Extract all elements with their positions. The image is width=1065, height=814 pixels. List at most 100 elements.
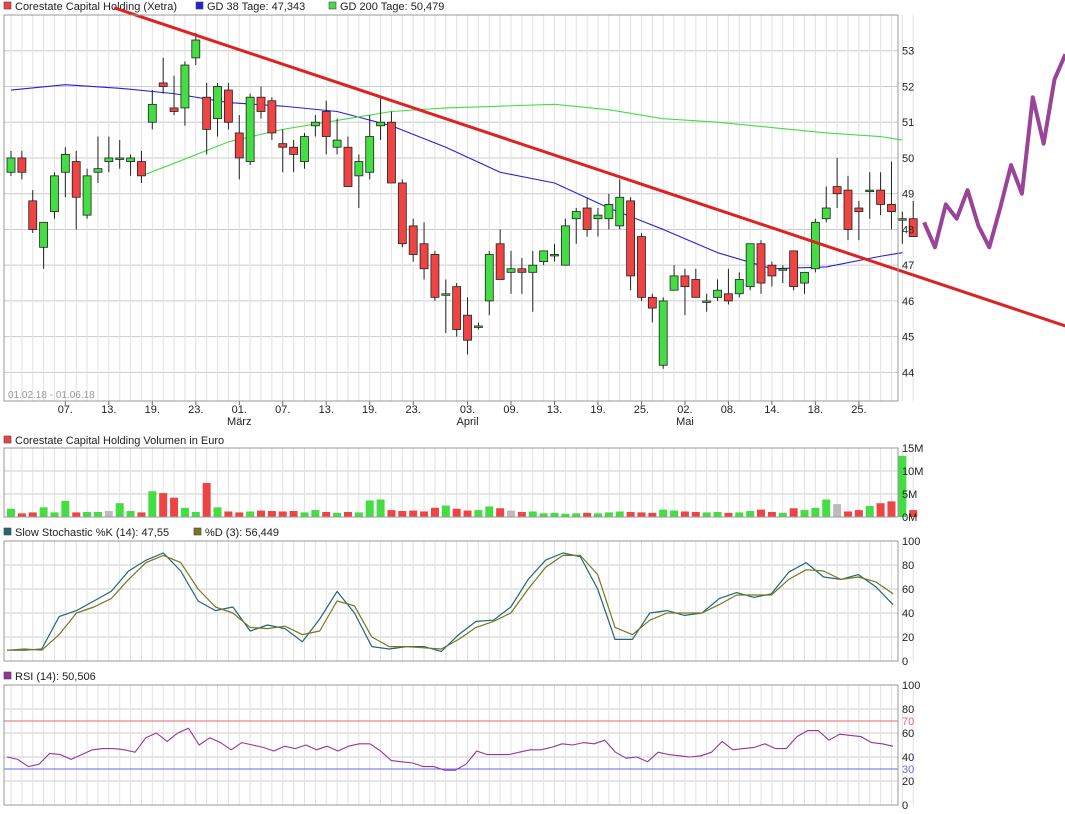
gd200-legend-swatch: [328, 1, 337, 10]
stoch-d-line: [6, 554, 894, 651]
candle-body: [658, 300, 668, 366]
x-tick-label: 19.: [590, 404, 605, 416]
volume-bar: [300, 512, 309, 517]
volume-bar: [811, 507, 820, 517]
volume-bar: [876, 503, 885, 517]
candle-body: [39, 221, 49, 248]
x-tick-label: 07.: [58, 404, 73, 416]
rsi-threshold-label: 70: [902, 716, 914, 728]
volume-bar: [898, 455, 907, 517]
rsi-y-tick-label: 80: [902, 704, 914, 716]
x-tick-label: 13.: [319, 404, 334, 416]
volume-bar: [517, 511, 526, 517]
candle-body: [17, 157, 27, 173]
volume-bar: [420, 511, 429, 517]
stochastic-lines: [6, 552, 894, 653]
x-tick-label: 19.: [145, 404, 160, 416]
rsi-legend-swatch: [3, 671, 12, 680]
volume-bar: [93, 511, 102, 517]
volume-bar: [496, 508, 505, 517]
candle-body: [571, 211, 581, 220]
candle-body: [321, 111, 331, 137]
candle-body: [702, 300, 712, 303]
price-grid: [4, 50, 898, 373]
volume-bar: [289, 511, 298, 517]
x-tick-label: 25.: [851, 404, 866, 416]
candle-body: [267, 100, 277, 134]
price-legend-label: Corestate Capital Holding (Xetra): [15, 1, 177, 13]
volume-bar: [50, 512, 59, 517]
rsi-frame: [3, 684, 899, 806]
gd38-legend-swatch: [195, 1, 204, 10]
candle-body: [6, 157, 16, 173]
volume-bar: [604, 512, 613, 517]
volume-bar: [800, 510, 809, 517]
candle-body: [452, 286, 462, 330]
candle-body: [647, 296, 657, 309]
stochastic-y-tick-label: 100: [902, 536, 920, 548]
candle-body: [734, 279, 744, 295]
volume-bar: [561, 513, 570, 517]
volume-y-tick-label: 0M: [902, 512, 917, 524]
volume-bar: [28, 512, 37, 517]
volume-bars: [7, 455, 918, 517]
candle-body: [637, 236, 646, 298]
volume-bar: [583, 512, 592, 517]
volume-bar: [61, 500, 70, 517]
candle-body: [680, 275, 690, 288]
volume-bar: [115, 503, 124, 517]
volume-y-tick-label: 5M: [902, 489, 917, 501]
stochastic-panel: 0 20 40 60 80 100: [3, 536, 920, 668]
candle-body: [463, 314, 472, 341]
candle-body: [343, 146, 353, 187]
candle-body: [582, 207, 592, 230]
month-label: Mai: [676, 416, 694, 428]
volume-bar: [39, 507, 48, 517]
volume-bar: [213, 507, 222, 517]
volume-bar: [507, 510, 516, 517]
x-tick-label: 25.: [634, 404, 649, 416]
stochastic-legend: Slow Stochastic %K (14): 47,55 %D (3): 5…: [3, 527, 279, 539]
x-tick-label: 18.: [808, 404, 823, 416]
volume-frame: [3, 447, 899, 518]
volume-bar: [398, 511, 407, 517]
candle-body: [495, 243, 505, 280]
rsi-lines: [6, 727, 894, 771]
price-y-tick-label: 48: [902, 224, 914, 236]
volume-bar: [778, 512, 787, 517]
volume-bar: [343, 511, 352, 517]
volume-bar: [854, 510, 863, 517]
candle-body: [810, 221, 820, 270]
volume-bar: [365, 500, 374, 517]
price-vertical-grid: [10, 15, 914, 401]
candle-body: [387, 121, 396, 184]
volume-bar: [702, 512, 711, 517]
volume-bar: [648, 512, 657, 517]
volume-bar: [322, 511, 331, 517]
candle-body: [865, 189, 875, 193]
price-candles: [6, 32, 918, 369]
price-y-tick-label: 49: [902, 189, 914, 201]
month-label: April: [457, 416, 479, 428]
volume-bar: [572, 513, 581, 517]
price-y-tick-label: 47: [902, 260, 914, 272]
volume-bar: [278, 511, 287, 517]
month-label: März: [227, 416, 251, 428]
candle-body: [843, 189, 853, 230]
candle-body: [419, 243, 429, 270]
stoch-d-legend-label: %D (3): 56,449: [205, 527, 279, 539]
candle-body: [778, 268, 788, 271]
price-y-tick-label: 53: [902, 46, 914, 58]
volume-bar: [387, 510, 396, 517]
volume-bar: [430, 507, 439, 517]
candle-body: [354, 161, 364, 177]
candle-body: [223, 89, 233, 123]
candle-body: [256, 96, 266, 112]
x-tick-label: 23.: [406, 404, 421, 416]
price-y-tick-label: 44: [902, 367, 914, 379]
volume-bar: [789, 508, 798, 517]
candle-body: [789, 250, 799, 288]
volume-bar: [333, 512, 342, 517]
rsi-y-tick-label: 60: [902, 728, 914, 740]
